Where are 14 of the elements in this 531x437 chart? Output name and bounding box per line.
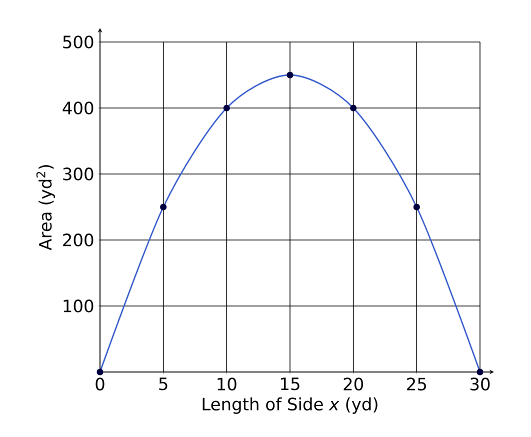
y-tick-label: 400 [62, 102, 94, 114]
x-tick-label: 20 [344, 378, 364, 391]
y-tick-label: 200 [63, 234, 94, 246]
y-axis-title: Area (yd$^{2}$) [36, 165, 56, 250]
x-tick-label: 30 [470, 378, 490, 391]
y-tick-label: 100 [64, 300, 94, 312]
y-tick-label: 500 [63, 36, 94, 48]
x-tick-label: 0 [96, 378, 104, 391]
x-tick-label: 10 [218, 378, 236, 391]
x-tick-label: 25 [407, 378, 426, 391]
x-axis-title: Length of Side x (yd) [202, 397, 378, 414]
x-tick-label: 15 [281, 378, 300, 390]
x-tick-label: 5 [159, 378, 168, 390]
y-tick-label: 300 [63, 168, 94, 180]
